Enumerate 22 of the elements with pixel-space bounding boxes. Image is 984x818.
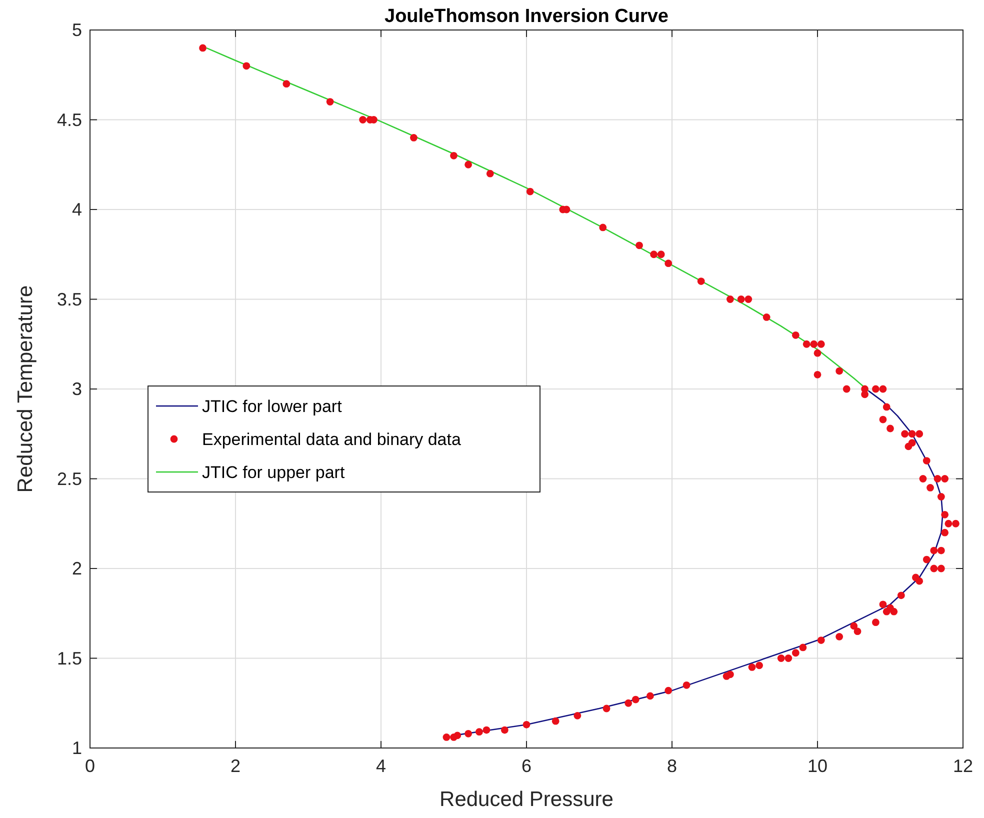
y-tick-label: 1 — [72, 738, 82, 758]
x-tick-label: 12 — [952, 756, 974, 776]
x-tick-label: 10 — [807, 756, 828, 776]
x-tick-label: 0 — [84, 756, 96, 776]
legend-label: JTIC for upper part — [202, 463, 345, 482]
legend-label: JTIC for lower part — [202, 397, 342, 416]
y-axis-title: Reduced Temperature — [14, 285, 37, 493]
legend-label: Experimental data and binary data — [202, 430, 462, 449]
x-axis-title: Reduced Pressure — [440, 788, 614, 811]
y-tick-label: 1.5 — [56, 648, 82, 668]
y-tick-label: 2.5 — [56, 468, 82, 489]
y-tick-label: 3.5 — [56, 289, 82, 310]
y-tick-label: 5 — [72, 20, 82, 40]
y-tick-label: 4 — [72, 200, 82, 220]
y-tick-label: 4.5 — [56, 110, 82, 130]
x-tick-label: 6 — [521, 756, 532, 776]
x-tick-label: 2 — [230, 756, 241, 776]
x-tick-label: 4 — [376, 756, 386, 776]
y-tick-label: 3 — [72, 379, 82, 399]
x-tick-label: 8 — [666, 756, 678, 776]
chart-title: JouleThomson Inversion Curve — [384, 6, 668, 27]
y-tick-label: 2 — [72, 558, 82, 578]
